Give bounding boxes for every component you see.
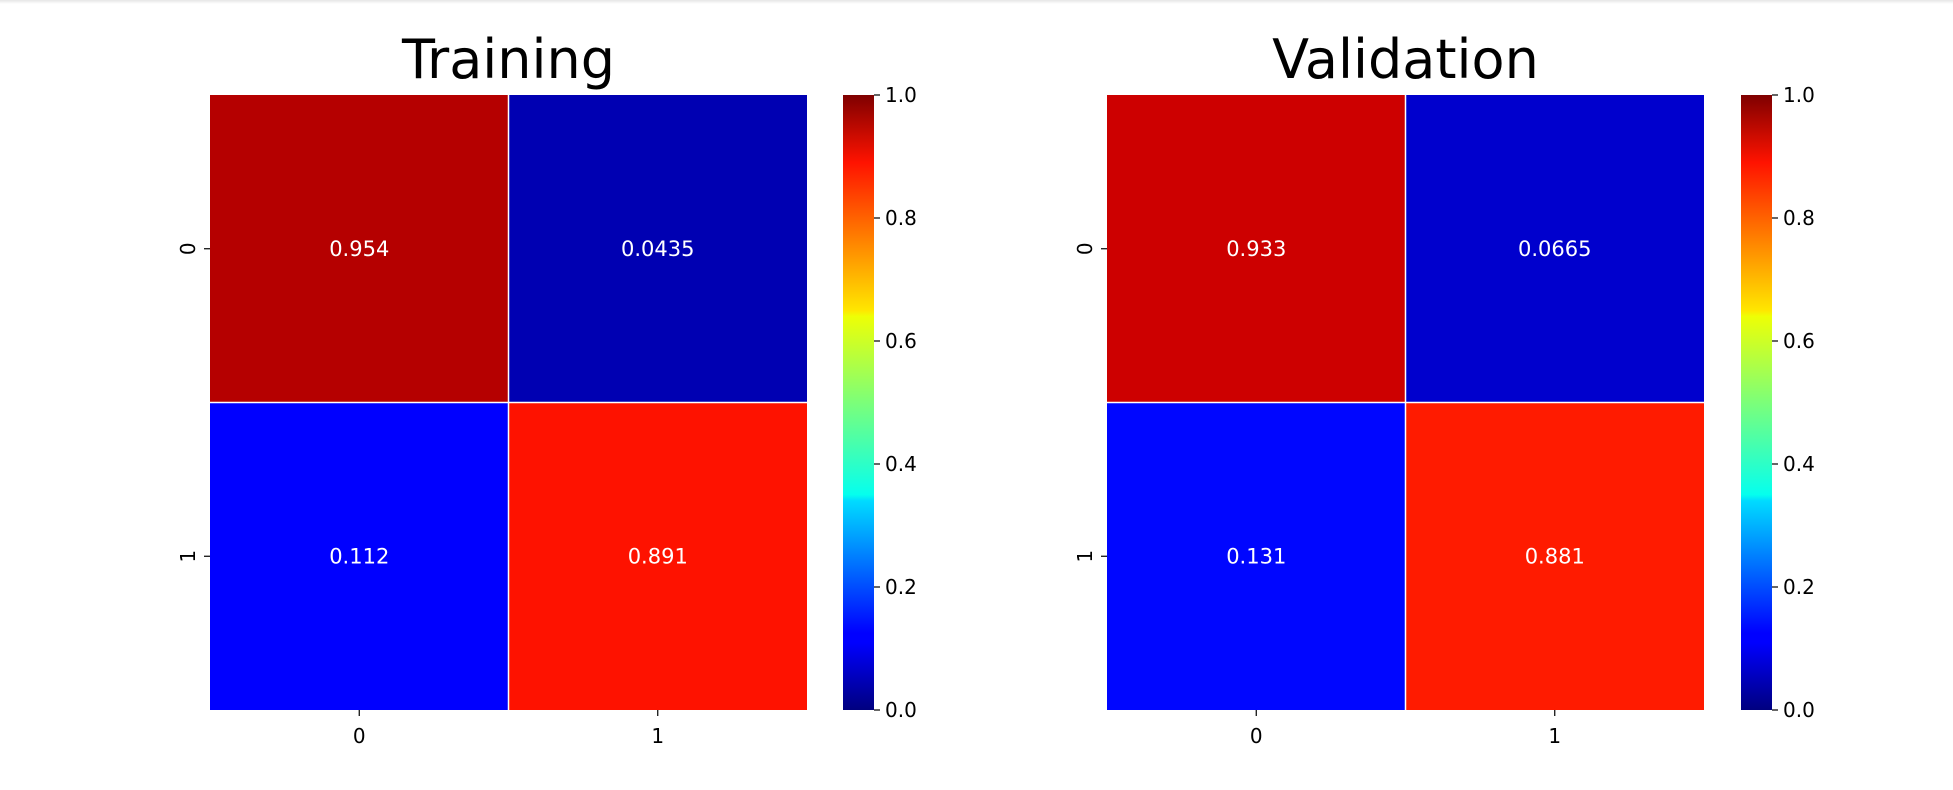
x-tick-label: 0 [1250,724,1263,748]
cell-value-label: 0.0665 [1518,237,1591,261]
colorbar-tick-label: 0.0 [885,698,917,722]
cell-value-label: 0.131 [1226,544,1286,568]
colorbar-tick-label: 0.8 [1783,206,1815,230]
x-tick-label: 1 [1548,724,1561,748]
x-tick-label: 1 [651,724,664,748]
heatmap-cell [210,95,509,403]
heatmap-cell [1405,402,1704,710]
heatmap-cell [1405,95,1704,403]
colorbar-tick-label: 0.6 [1783,329,1815,353]
colorbar-tick-label: 0.2 [885,575,917,599]
colorbar-tick-label: 0.4 [885,452,917,476]
heatmap-cell [210,402,509,710]
y-tick-label: 0 [176,242,200,255]
y-tick-label: 1 [176,550,200,563]
colorbar-tick-label: 0.2 [1783,575,1815,599]
cell-value-label: 0.112 [329,544,389,568]
colorbar [1741,95,1772,710]
chart-title: Training [401,28,615,91]
y-tick-label: 1 [1073,550,1097,563]
cell-value-label: 0.954 [329,237,389,261]
colorbar-tick-label: 0.8 [885,206,917,230]
x-tick-label: 0 [353,724,366,748]
heatmap-cell [1107,402,1406,710]
colorbar-tick-label: 0.4 [1783,452,1815,476]
window-top-shade [0,0,1953,4]
colorbar-tick-label: 1.0 [885,83,917,107]
heatmap-cell [1107,95,1406,403]
colorbar-tick-label: 0.0 [1783,698,1815,722]
cell-value-label: 0.881 [1525,544,1585,568]
colorbar-tick-label: 1.0 [1783,83,1815,107]
cell-value-label: 0.891 [628,544,688,568]
heatmap-cell [508,402,807,710]
cell-value-label: 0.933 [1226,237,1286,261]
chart-title: Validation [1272,28,1539,91]
cell-value-label: 0.0435 [621,237,694,261]
y-tick-label: 0 [1073,242,1097,255]
colorbar [843,95,874,710]
heatmap-cell [508,95,807,403]
colorbar-tick-label: 0.6 [885,329,917,353]
